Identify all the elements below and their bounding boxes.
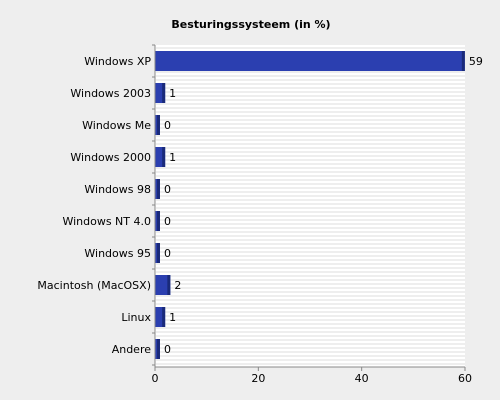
axes bbox=[152, 44, 465, 368]
value-label: 59 bbox=[469, 55, 483, 68]
value-label: 2 bbox=[174, 279, 181, 292]
bar-edge bbox=[157, 339, 160, 359]
bar bbox=[155, 147, 166, 167]
bar-edge bbox=[162, 147, 166, 167]
value-label: 1 bbox=[169, 311, 176, 324]
category-label: Windows Me bbox=[82, 119, 151, 132]
category-label: Windows 98 bbox=[84, 183, 151, 196]
bar bbox=[155, 307, 166, 327]
x-tick-label: 40 bbox=[355, 372, 369, 385]
category-label: Windows 2000 bbox=[70, 151, 151, 164]
category-label: Andere bbox=[112, 343, 152, 356]
bar-edge bbox=[157, 115, 160, 135]
category-label: Windows XP bbox=[84, 55, 151, 68]
value-label: 0 bbox=[164, 119, 171, 132]
category-label: Macintosh (MacOSX) bbox=[37, 279, 151, 292]
bar-edge bbox=[167, 275, 171, 295]
x-axis-ticks: 0 20 40 60 bbox=[152, 367, 472, 385]
bars-group bbox=[155, 51, 465, 359]
bar bbox=[155, 83, 166, 103]
x-tick-label: 0 bbox=[152, 372, 159, 385]
category-label: Windows NT 4.0 bbox=[62, 215, 151, 228]
value-label: 1 bbox=[169, 151, 176, 164]
bar-edge bbox=[162, 83, 166, 103]
x-tick-label: 60 bbox=[458, 372, 472, 385]
value-labels: 59 1 0 1 0 0 0 2 1 0 bbox=[164, 55, 483, 356]
bar-edge bbox=[162, 307, 166, 327]
value-label: 0 bbox=[164, 215, 171, 228]
value-label: 1 bbox=[169, 87, 176, 100]
bar bbox=[155, 51, 465, 71]
bar bbox=[155, 275, 171, 295]
bar-edge bbox=[157, 211, 160, 231]
value-label: 0 bbox=[164, 183, 171, 196]
bar-edge bbox=[157, 179, 160, 199]
value-label: 0 bbox=[164, 247, 171, 260]
category-label: Windows 2003 bbox=[70, 87, 151, 100]
value-label: 0 bbox=[164, 343, 171, 356]
category-label: Linux bbox=[121, 311, 151, 324]
bar-edge bbox=[157, 243, 160, 263]
x-tick-label: 20 bbox=[251, 372, 265, 385]
category-label: Windows 95 bbox=[84, 247, 151, 260]
plot-area bbox=[155, 45, 465, 367]
bar-edge bbox=[461, 51, 465, 71]
chart-title: Besturingssysteem (in %) bbox=[171, 18, 330, 31]
category-labels: Windows XP Windows 2003 Windows Me Windows … bbox=[37, 55, 151, 356]
